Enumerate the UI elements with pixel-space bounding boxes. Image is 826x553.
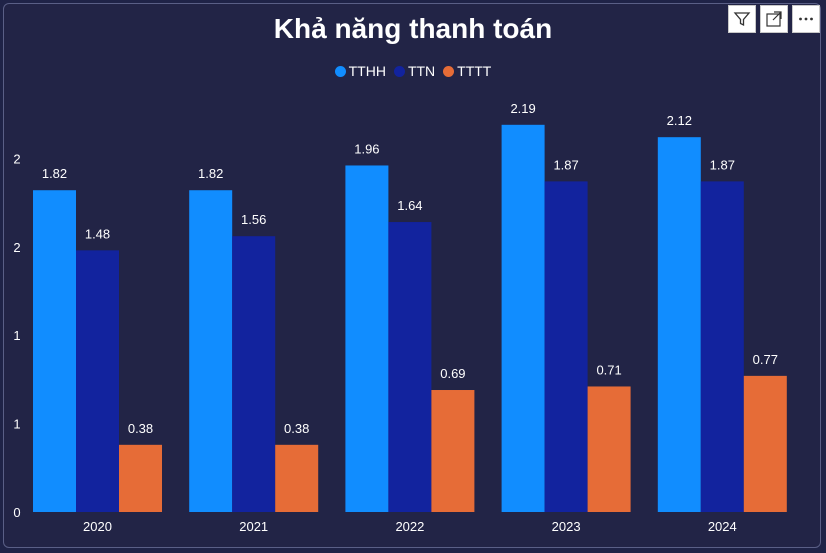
bar-ttn-2023[interactable] bbox=[544, 181, 588, 512]
data-label: 2.19 bbox=[510, 101, 535, 116]
data-label: 1.82 bbox=[42, 166, 67, 181]
legend-label-ttn: TTN bbox=[407, 63, 436, 79]
bar-tthh-2024[interactable] bbox=[657, 137, 701, 512]
data-label: 1.96 bbox=[354, 141, 379, 156]
data-label: 2.12 bbox=[667, 113, 692, 128]
bar-ttn-2020[interactable] bbox=[76, 250, 119, 512]
focus-mode-icon bbox=[766, 11, 782, 27]
legend-swatch-tthh bbox=[334, 65, 346, 77]
data-label: 1.48 bbox=[85, 226, 110, 241]
filter-button[interactable] bbox=[728, 5, 756, 33]
x-tick-label: 2021 bbox=[239, 519, 268, 534]
x-tick-label: 2024 bbox=[708, 519, 737, 534]
bar-tttt-2021[interactable] bbox=[275, 444, 319, 512]
x-tick-label: 2023 bbox=[552, 519, 581, 534]
bar-ttn-2021[interactable] bbox=[232, 236, 276, 512]
bar-tttt-2020[interactable] bbox=[119, 444, 162, 512]
legend-swatch-ttn bbox=[393, 65, 405, 77]
legend-swatch-tttt bbox=[443, 65, 455, 77]
y-tick-label: 1 bbox=[13, 417, 20, 432]
focus-mode-button[interactable] bbox=[760, 5, 788, 33]
data-label: 1.87 bbox=[710, 157, 735, 172]
legend-item-tttt[interactable]: TTTT bbox=[443, 63, 491, 79]
legend-item-tthh[interactable]: TTHH bbox=[334, 63, 386, 79]
legend-item-ttn[interactable]: TTN bbox=[393, 63, 436, 79]
x-tick-label: 2020 bbox=[83, 519, 112, 534]
data-label: 0.77 bbox=[753, 352, 778, 367]
chart-title: Khả năng thanh toán bbox=[273, 13, 553, 44]
y-tick-label: 0 bbox=[13, 505, 20, 520]
data-label: 1.56 bbox=[241, 212, 266, 227]
y-tick-label: 1 bbox=[13, 328, 20, 343]
bar-tthh-2022[interactable] bbox=[345, 165, 389, 513]
data-label: 0.69 bbox=[440, 366, 465, 381]
visual-header-toolbar bbox=[728, 5, 820, 33]
more-options-button[interactable] bbox=[792, 5, 820, 33]
legend-label-tthh: TTHH bbox=[348, 63, 386, 79]
bar-tthh-2021[interactable] bbox=[189, 190, 233, 512]
bar-tthh-2023[interactable] bbox=[501, 124, 545, 513]
bar-tttt-2022[interactable] bbox=[431, 390, 475, 512]
x-tick-label: 2022 bbox=[395, 519, 424, 534]
bar-tttt-2024[interactable] bbox=[743, 375, 787, 512]
more-options-icon bbox=[799, 17, 813, 21]
bar-tthh-2020[interactable] bbox=[33, 190, 76, 512]
y-tick-label: 2 bbox=[13, 240, 20, 255]
y-tick-label: 2 bbox=[13, 151, 20, 166]
data-label: 0.38 bbox=[284, 421, 309, 436]
bar-tttt-2023[interactable] bbox=[587, 386, 631, 512]
bar-ttn-2024[interactable] bbox=[700, 181, 744, 512]
data-label: 0.71 bbox=[596, 362, 621, 377]
data-label: 1.87 bbox=[553, 157, 578, 172]
data-label: 1.82 bbox=[198, 166, 223, 181]
legend-label-tttt: TTTT bbox=[457, 63, 492, 79]
bar-ttn-2022[interactable] bbox=[388, 222, 432, 512]
legend: TTHH TTN TTTT bbox=[0, 63, 826, 79]
data-label: 1.64 bbox=[397, 198, 422, 213]
data-label: 0.38 bbox=[128, 421, 153, 436]
filter-icon bbox=[733, 12, 751, 27]
